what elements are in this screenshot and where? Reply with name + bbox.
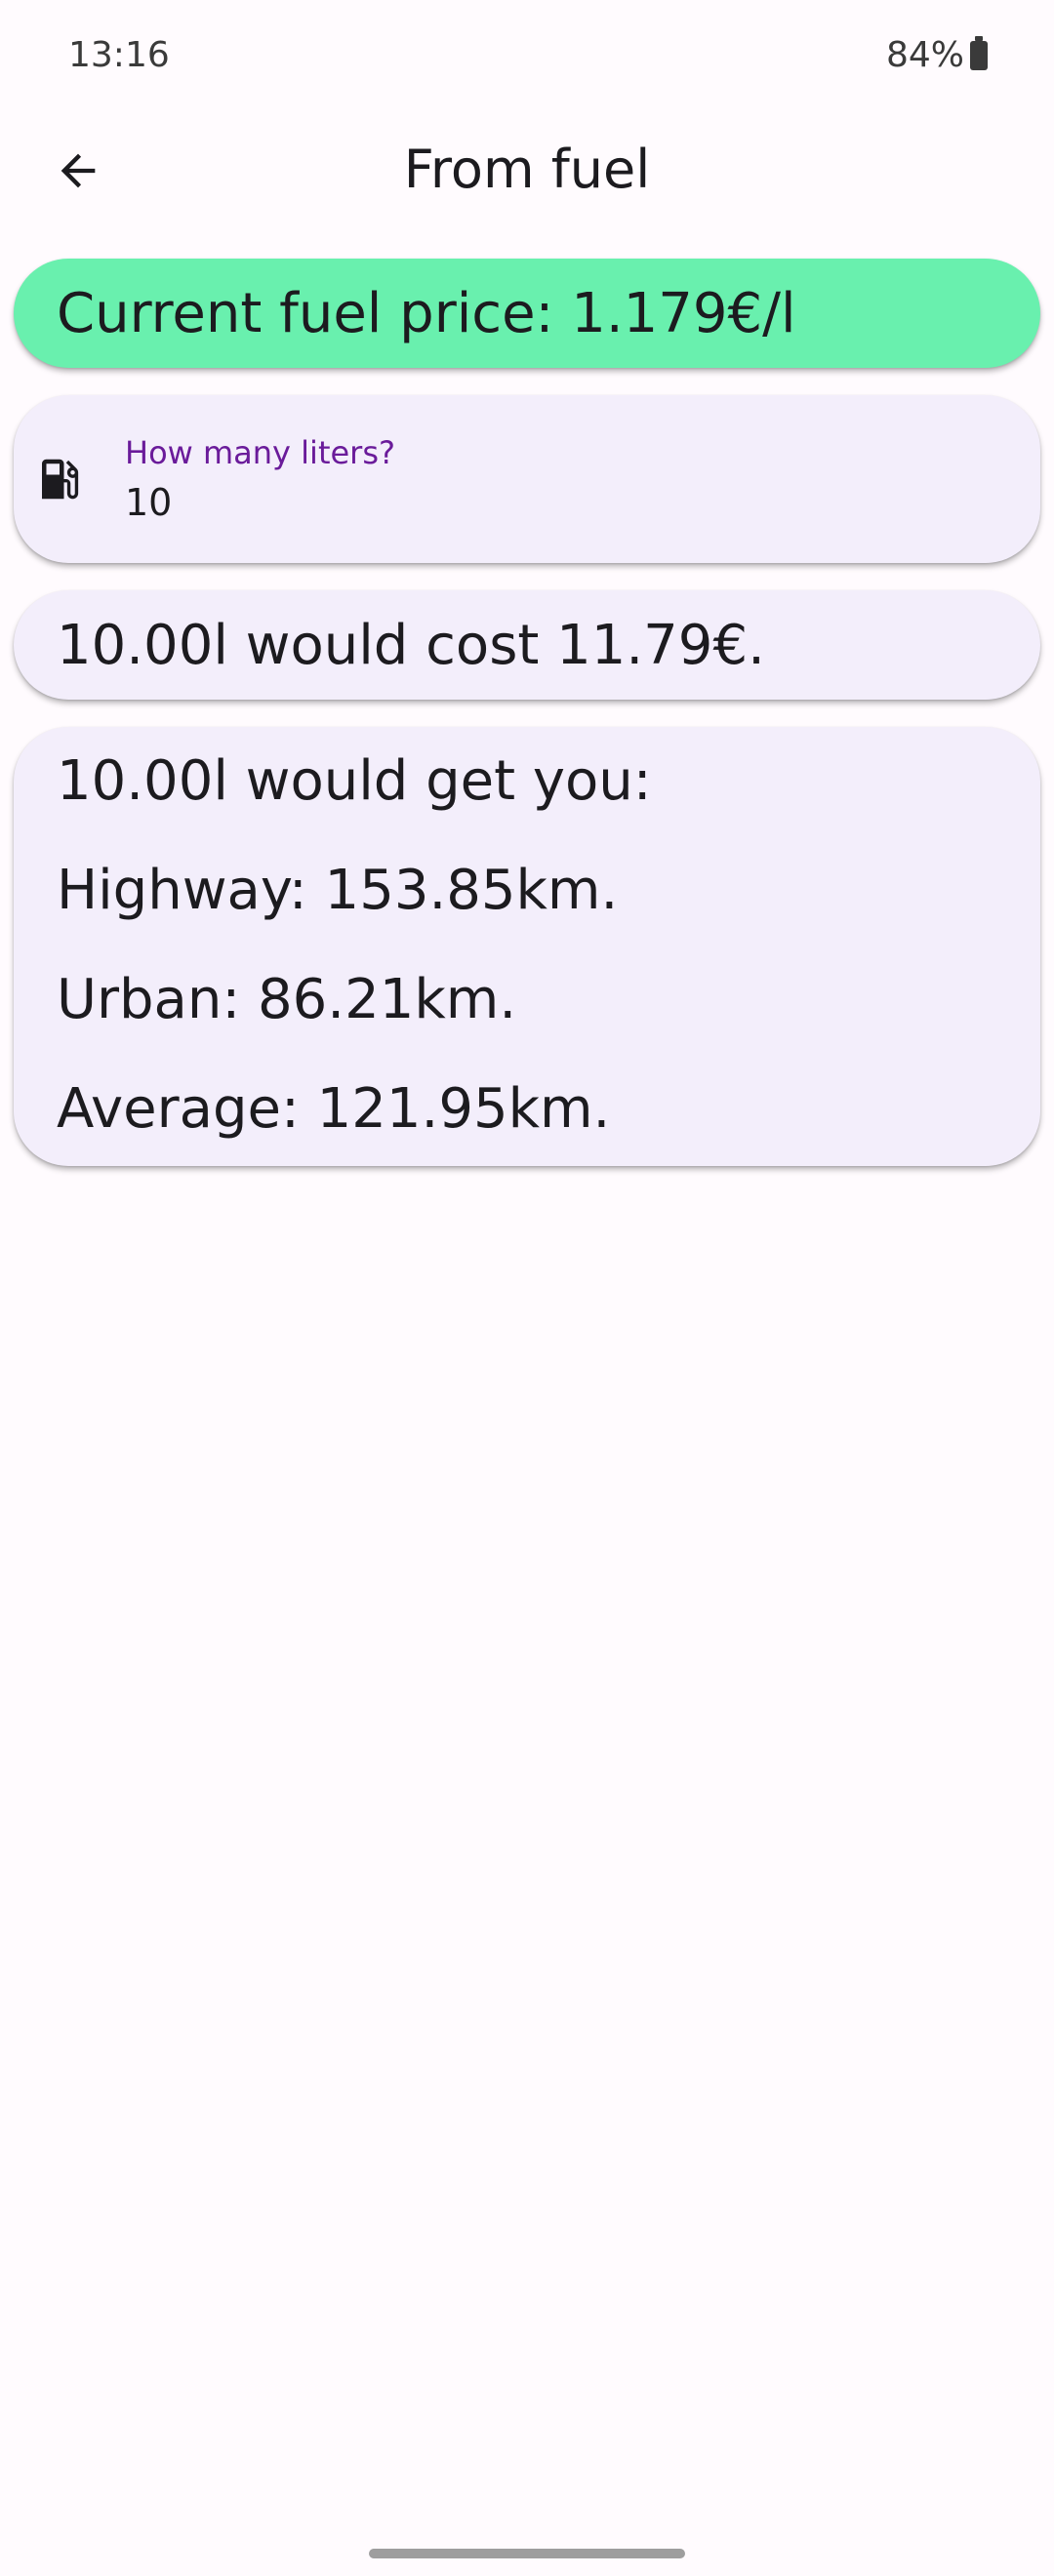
urban-distance: Urban: 86.21km.	[57, 968, 517, 1031]
app-bar: From fuel	[0, 117, 1054, 224]
arrow-back-icon	[61, 153, 96, 188]
distance-results-card: 10.00l would get you: Highway: 153.85km.…	[14, 727, 1040, 1166]
liters-input[interactable]	[125, 477, 984, 528]
results-heading: 10.00l would get you:	[57, 749, 652, 813]
battery-indicator: 84%	[886, 35, 988, 75]
liters-input-card[interactable]: How many liters?	[14, 395, 1040, 563]
cost-card: 10.00l would cost 11.79€.	[14, 590, 1040, 700]
fuel-pump-icon	[42, 459, 79, 500]
battery-percent: 84%	[885, 35, 964, 75]
page-title: From fuel	[403, 139, 651, 200]
fuel-price-card: Current fuel price: 1.179€/l	[14, 259, 1040, 368]
highway-distance: Highway: 153.85km.	[57, 859, 619, 922]
liters-input-label: How many liters?	[125, 434, 395, 471]
home-indicator[interactable]	[369, 2549, 685, 2558]
status-bar: 13:16 84%	[0, 0, 1054, 107]
back-button[interactable]	[39, 132, 117, 210]
average-distance: Average: 121.95km.	[57, 1077, 611, 1141]
status-time: 13:16	[68, 35, 170, 75]
fuel-price-text: Current fuel price: 1.179€/l	[57, 281, 796, 345]
cost-text: 10.00l would cost 11.79€.	[57, 613, 765, 677]
battery-icon	[970, 35, 988, 70]
